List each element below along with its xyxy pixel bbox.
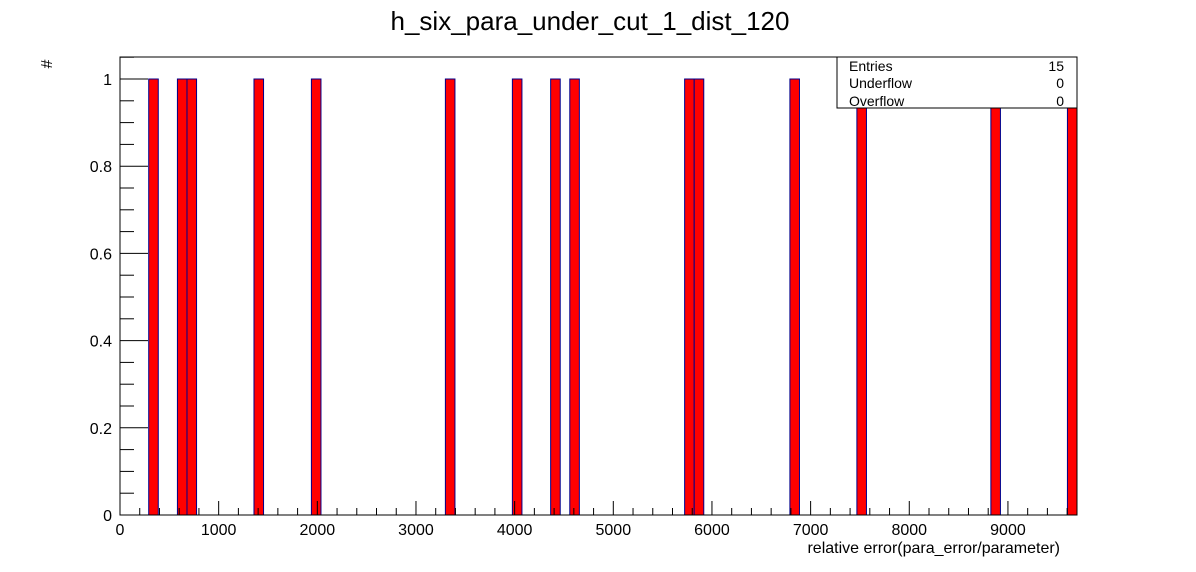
histogram-bar — [310, 78, 322, 516]
y-tick-label: 0.6 — [90, 246, 112, 263]
x-tick-label: 5000 — [596, 522, 632, 539]
histogram-bar — [253, 78, 265, 516]
x-tick-label: 7000 — [793, 522, 829, 539]
histogram-bar — [856, 78, 867, 516]
x-tick-label: 2000 — [300, 522, 336, 539]
x-tick-label: 9000 — [990, 522, 1026, 539]
histogram-bar — [176, 78, 188, 516]
histogram-bar — [693, 78, 705, 516]
histogram-bar — [1066, 78, 1078, 516]
histogram-bar — [186, 78, 198, 516]
histogram-bar — [550, 78, 561, 516]
stats-box: Entries 15 Underflow 0 Overflow 0 — [836, 56, 1078, 109]
stats-overflow-value: 0 — [1056, 93, 1064, 109]
x-axis-label: relative error(para_error/parameter) — [807, 540, 1060, 557]
histogram-bar — [444, 78, 456, 516]
histogram-bar — [789, 78, 800, 516]
histogram-bar — [511, 78, 523, 516]
histogram-bar — [684, 78, 695, 516]
y-axis-label: # — [39, 59, 56, 68]
y-tick-label: 0.2 — [90, 421, 112, 438]
x-tick-label: 3000 — [398, 522, 434, 539]
y-tick-label: 1 — [103, 72, 112, 89]
chart-title: h_six_para_under_cut_1_dist_120 — [391, 6, 790, 36]
stats-box-frame — [836, 56, 1078, 109]
x-tick-label: 6000 — [694, 522, 730, 539]
stats-entries-value: 15 — [1048, 58, 1064, 74]
x-tick-label: 1000 — [201, 522, 237, 539]
y-tick-label: 0 — [103, 508, 112, 525]
x-tick-label: 0 — [116, 522, 125, 539]
plot-frame — [119, 56, 1078, 516]
histogram-bar — [990, 78, 1001, 516]
y-tick-label: 0.8 — [90, 159, 112, 176]
bars-layer — [148, 78, 1078, 516]
histogram-bar — [569, 78, 580, 516]
axes-layer: 0 1000 2000 3000 4000 5000 6000 7000 8000 9000 0 0.… — [90, 56, 1068, 539]
y-tick-label: 0.4 — [90, 334, 112, 351]
x-tick-label: 8000 — [891, 522, 927, 539]
stats-entries-label: Entries — [849, 58, 893, 74]
stats-underflow-value: 0 — [1056, 75, 1064, 91]
histogram-bar — [148, 78, 159, 516]
stats-overflow-label: Overflow — [849, 93, 905, 109]
x-tick-label: 4000 — [497, 522, 533, 539]
stats-underflow-label: Underflow — [849, 75, 913, 91]
